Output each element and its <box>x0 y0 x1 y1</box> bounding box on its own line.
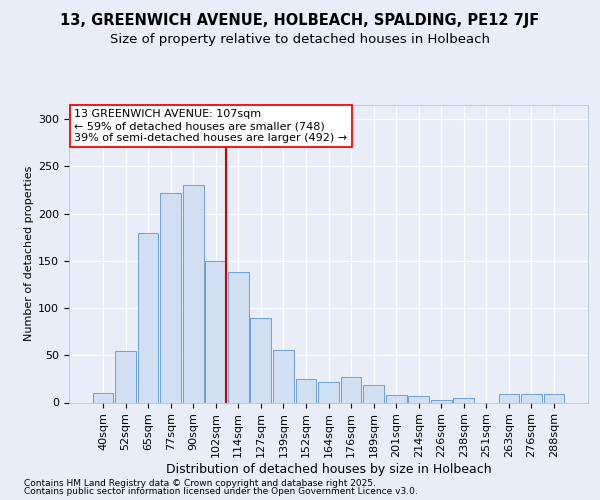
Bar <box>296 379 316 402</box>
Bar <box>115 350 136 403</box>
Bar <box>160 193 181 402</box>
Bar <box>205 261 226 402</box>
Bar <box>499 394 520 402</box>
Bar <box>363 384 384 402</box>
Text: 13, GREENWICH AVENUE, HOLBEACH, SPALDING, PE12 7JF: 13, GREENWICH AVENUE, HOLBEACH, SPALDING… <box>61 12 539 28</box>
Bar <box>250 318 271 402</box>
Bar <box>454 398 474 402</box>
Bar <box>137 232 158 402</box>
Bar <box>431 400 452 402</box>
Text: 13 GREENWICH AVENUE: 107sqm
← 59% of detached houses are smaller (748)
39% of se: 13 GREENWICH AVENUE: 107sqm ← 59% of det… <box>74 110 347 142</box>
Bar <box>318 382 339 402</box>
X-axis label: Distribution of detached houses by size in Holbeach: Distribution of detached houses by size … <box>166 463 491 476</box>
Bar <box>228 272 248 402</box>
Bar <box>341 377 361 402</box>
Text: Size of property relative to detached houses in Holbeach: Size of property relative to detached ho… <box>110 32 490 46</box>
Text: Contains HM Land Registry data © Crown copyright and database right 2025.: Contains HM Land Registry data © Crown c… <box>24 478 376 488</box>
Bar <box>386 395 407 402</box>
Bar <box>183 186 203 402</box>
Text: Contains public sector information licensed under the Open Government Licence v3: Contains public sector information licen… <box>24 488 418 496</box>
Bar <box>409 396 429 402</box>
Y-axis label: Number of detached properties: Number of detached properties <box>24 166 34 342</box>
Bar <box>273 350 294 403</box>
Bar <box>544 394 565 402</box>
Bar <box>521 394 542 402</box>
Bar <box>92 393 113 402</box>
